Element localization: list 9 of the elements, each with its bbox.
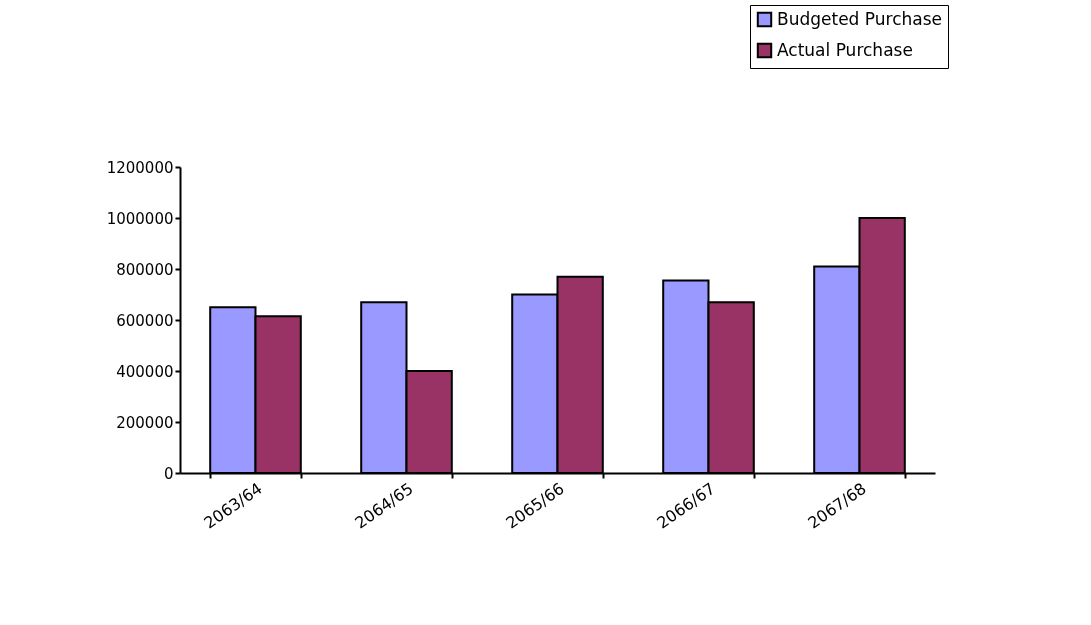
y-tick-label: 800000 (116, 260, 174, 279)
y-tick-label: 400000 (116, 362, 174, 381)
y-tick-label: 0 (163, 464, 174, 483)
legend-label: Budgeted Purchase (777, 8, 942, 29)
legend-label: Actual Purchase (777, 39, 913, 60)
y-tick-label: 1200000 (106, 158, 174, 177)
y-tick-label: 600000 (116, 311, 174, 330)
y-tick-label: 200000 (116, 413, 174, 432)
y-tick-label: 1000000 (106, 209, 174, 228)
